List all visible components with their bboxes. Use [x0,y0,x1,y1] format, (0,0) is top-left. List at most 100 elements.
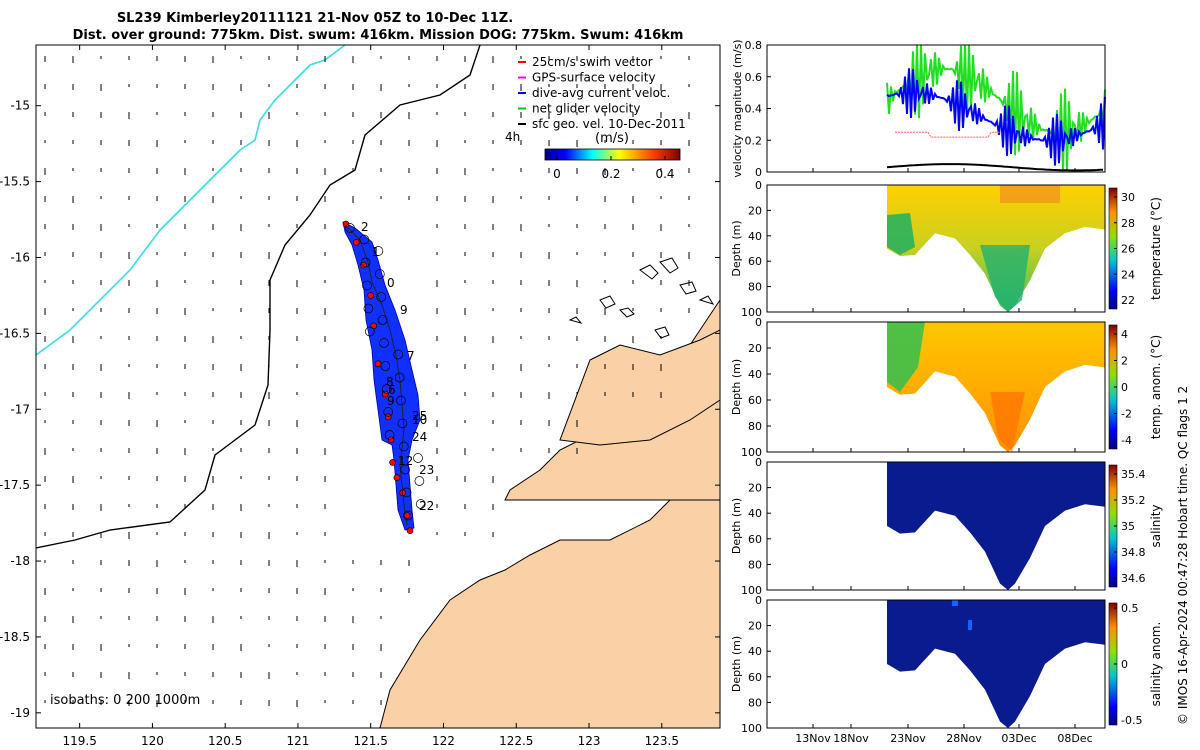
cbar-tick-label: 34.6 [1121,572,1146,585]
cbar-label: salinity [1149,504,1163,547]
depth-tick-label: 0 [755,179,762,192]
anomaly-spot [952,600,958,606]
depth-tick-label: 60 [748,533,762,546]
anomaly-spot [968,620,972,630]
depth-tick-label: 100 [741,722,762,735]
cbar-tick-label: 35 [1121,520,1135,533]
depth-tick-label: 0 [755,316,762,329]
time-tick-label: 03Dec [1001,732,1036,745]
dive-location-ring [373,246,384,256]
speed-colorbar-ticks: 0 0.2 0.4 [553,156,675,181]
coastal-islands [568,257,715,339]
cbar-tick-label: 26 [1121,243,1135,256]
cool-core [980,245,1030,312]
cbar-tick-label: 28 [1121,217,1135,230]
track-day-label: 8 [386,375,394,389]
cbar-tick-label: 0 [1121,658,1128,671]
track-day-label: 2 [361,220,369,234]
dive-location-ring [359,234,370,245]
depth-tick-label: 80 [748,420,762,433]
track-point [374,360,382,368]
legend-label: 25cm/s swim vector [532,55,653,69]
isobath-200m [36,45,481,549]
lat-tick-label: -16.5 [0,326,30,340]
legend-label: sfc geo. vel. 10-Dec-2011 [532,117,686,131]
dive-location-ring [362,280,372,291]
depth-tick-label: 100 [741,446,762,459]
track-day-label: 24 [412,430,427,444]
track-point [342,220,350,228]
lat-tick-label: -15.5 [0,175,30,189]
speed-colorbar [544,148,681,161]
cbar-tick-label: 30 [1121,191,1135,204]
sfc-geo-velocity-line [886,163,1104,172]
track-time-label: 4h [505,130,520,144]
dive-location-ring [415,499,426,509]
panel-temperature: 0 20 40 60 80 100 Depth (m) 22 24 26 28 30 temperatu… [730,179,1163,319]
depth-tick-label: 40 [748,645,762,658]
lon-tick-label: 121 [287,734,310,748]
cbar-tick-label: -0.5 [1121,714,1142,727]
dive-location-ring [345,223,355,233]
depth-axis-label: Depth (m) [730,498,743,554]
depth-tick-label: 80 [748,696,762,709]
cbar-label: temp. anom. (°C) [1149,335,1163,439]
track-point [384,413,392,421]
dive-location-ring [381,384,392,394]
time-tick-label: 08Dec [1057,732,1092,745]
velocity-y-label: velocity magnitude (m/s) [731,39,744,177]
colorbar-tick-label: 0.2 [601,167,620,181]
cbar-tick-label: 24 [1121,268,1135,281]
section-fill [887,600,1105,728]
section-fill [887,322,1105,452]
dive-location-ring [383,407,394,417]
map-axis-ticks: 119.5 120 120.5 121 121.5 122 122.5 123 123.5-15… [0,45,720,748]
copyright-footer: © IMOS 16-Apr-2024 00:47:28 Hobart time.… [1176,386,1190,725]
panel-frame [766,44,1106,173]
panel-salinity: 0 20 40 60 80 100 Depth (m) 34.6 34.8 35 35.2 35.4 s… [730,456,1163,597]
track-point [389,459,396,466]
depth-tick-label: 100 [741,584,762,597]
section-fill [887,462,1105,590]
lat-tick-label: -15 [10,99,30,113]
map-frame [35,44,721,729]
panel-frame [766,321,1106,453]
lon-tick-label: 122 [432,734,455,748]
dive-avg-current-line [886,68,1106,166]
depth-tick-label: 60 [748,255,762,268]
depth-tick-label: 60 [748,394,762,407]
depth-axis-label: Depth (m) [730,359,743,415]
lat-tick-label: -17 [10,402,30,416]
cbar-tick-label: 2 [1121,355,1128,368]
dive-location-ring [398,441,409,452]
legend-label: net glider velocity [532,102,640,116]
lon-tick-label: 120 [141,734,164,748]
lon-tick-label: 123 [578,734,601,748]
colorbar-tick-label: 0.4 [655,167,674,181]
dive-location-ring [397,418,408,429]
depth-axis-label: Depth (m) [730,220,743,276]
depth-axis-label: Depth (m) [730,636,743,692]
cbar-tick-label: 4 [1121,328,1128,341]
track-day-label: 12 [398,454,413,468]
dive-location-ring [396,395,406,406]
lon-tick-label: 121.5 [354,734,388,748]
velocity-y-tick-label: 0 [755,166,762,179]
track-point [403,512,411,519]
lat-tick-label: -18 [10,554,30,568]
lat-tick-label: -19 [10,706,30,720]
time-tick-label: 18Nov [833,732,869,745]
glider-track-markers [342,220,426,534]
depth-tick-label: 40 [748,507,762,520]
track-day-label: 25 [412,409,427,423]
track-day-label: 1 [372,245,380,259]
panel-frame [766,184,1106,313]
dive-location-ring [403,510,413,521]
dive-location-ring [413,453,423,463]
depth-tick-label: 80 [748,281,762,294]
dive-location-ring [376,292,387,302]
track-day-label: 9 [387,394,395,408]
dive-location-ring [400,464,411,475]
